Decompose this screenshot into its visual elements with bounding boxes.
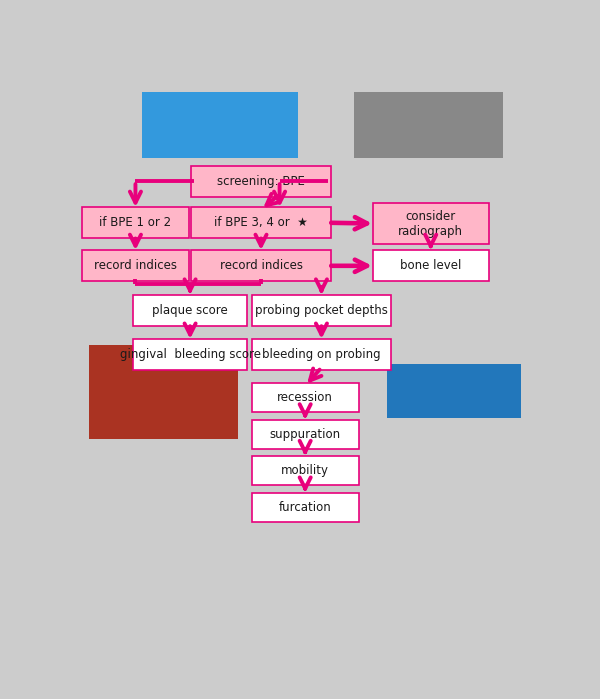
FancyBboxPatch shape [133,339,247,370]
FancyBboxPatch shape [191,166,331,197]
FancyBboxPatch shape [252,339,391,370]
Text: probing pocket depths: probing pocket depths [255,304,388,317]
Text: if BPE 1 or 2: if BPE 1 or 2 [100,216,172,229]
FancyBboxPatch shape [82,207,189,238]
FancyBboxPatch shape [386,363,521,417]
FancyBboxPatch shape [252,295,391,326]
FancyBboxPatch shape [373,250,489,282]
Text: bone level: bone level [400,259,461,273]
FancyBboxPatch shape [252,383,359,412]
FancyBboxPatch shape [191,207,331,238]
FancyBboxPatch shape [373,203,489,244]
FancyBboxPatch shape [252,456,359,485]
FancyBboxPatch shape [252,419,359,449]
Text: consider
radiograph: consider radiograph [398,210,463,238]
Text: furcation: furcation [279,501,332,514]
Text: recession: recession [277,391,333,404]
Text: screening: BPE: screening: BPE [217,175,305,188]
FancyBboxPatch shape [354,92,503,158]
Text: record indices: record indices [94,259,177,273]
FancyBboxPatch shape [252,493,359,522]
FancyBboxPatch shape [89,345,238,439]
Text: gingival  bleeding score: gingival bleeding score [119,348,260,361]
Text: mobility: mobility [281,464,329,477]
FancyBboxPatch shape [82,250,189,282]
Text: plaque score: plaque score [152,304,228,317]
Text: suppuration: suppuration [269,428,341,441]
FancyBboxPatch shape [142,92,298,158]
Text: bleeding on probing: bleeding on probing [262,348,381,361]
FancyBboxPatch shape [133,295,247,326]
Text: if BPE 3, 4 or  ★: if BPE 3, 4 or ★ [214,216,308,229]
Text: record indices: record indices [220,259,302,273]
FancyBboxPatch shape [191,250,331,282]
